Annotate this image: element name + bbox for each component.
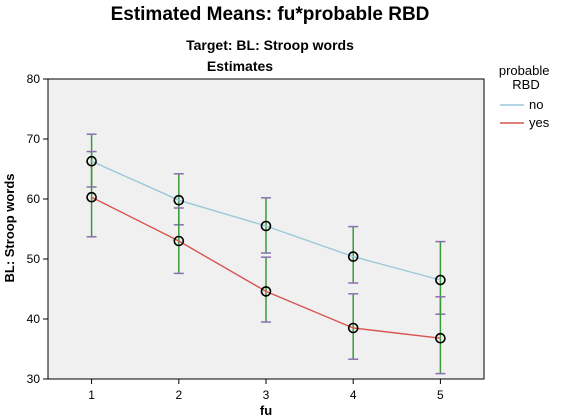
- y-tick-label: 50: [27, 252, 41, 266]
- point-no-3: [260, 220, 272, 232]
- point-no-2: [173, 194, 185, 206]
- y-tick-label: 30: [27, 372, 41, 386]
- x-tick-label: 3: [263, 388, 270, 402]
- series-line-yes: [91, 196, 441, 339]
- chart-title: Estimated Means: fu*probable RBD: [111, 4, 430, 25]
- point-yes-4: [347, 322, 359, 334]
- legend-title: probable RBD: [499, 63, 553, 92]
- x-axis-title: fu: [260, 403, 272, 418]
- y-axis: 30 40 50 60 70 80: [27, 72, 48, 386]
- point-yes-5: [435, 332, 446, 344]
- y-tick-label: 70: [27, 132, 41, 146]
- chart-subtitle-estimates: Estimates: [207, 58, 273, 74]
- legend-items: no yes: [500, 97, 550, 130]
- point-no-5: [435, 274, 446, 286]
- chart-subtitle: Target: BL: Stroop words: [186, 37, 354, 53]
- point-yes-3: [260, 286, 272, 297]
- x-tick-label: 1: [88, 388, 95, 402]
- x-tick-label: 2: [175, 388, 182, 402]
- legend-title-line1: probable: [499, 63, 550, 78]
- x-tick-label: 4: [350, 388, 357, 402]
- legend-label-no: no: [529, 97, 543, 112]
- point-no-4: [347, 251, 359, 262]
- y-tick-label: 60: [27, 192, 41, 206]
- point-no-1: [86, 155, 97, 167]
- point-yes-1: [86, 191, 97, 203]
- legend-label-yes: yes: [529, 115, 550, 130]
- y-tick-label: 80: [27, 72, 41, 86]
- series-line-no: [91, 160, 441, 281]
- legend: probable RBD no yes: [499, 63, 553, 130]
- series-layer: [86, 133, 446, 375]
- x-axis: 1 2 3 4 5: [88, 379, 444, 402]
- y-axis-title: BL: Stroop words: [2, 173, 17, 282]
- legend-title-line2: RBD: [512, 77, 539, 92]
- y-tick-label: 40: [27, 312, 41, 326]
- x-tick-label: 5: [437, 388, 444, 402]
- point-yes-2: [173, 235, 185, 247]
